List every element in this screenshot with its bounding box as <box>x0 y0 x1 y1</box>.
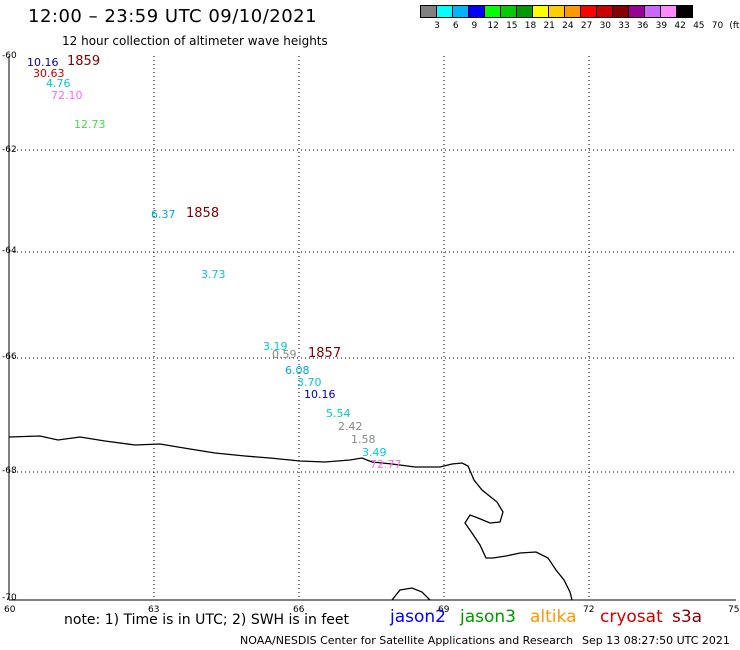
wave-height-label: 3.70 <box>297 376 322 389</box>
lon-label: 75 <box>728 605 740 615</box>
footer-timestamp: Sep 13 08:27:50 UTC 2021 <box>582 634 730 647</box>
colorbar-label: 39 <box>655 21 668 31</box>
lat-label: -64 <box>2 246 17 256</box>
colorbar-swatch <box>676 5 693 18</box>
colorbar-label: 70 <box>711 21 724 31</box>
coastline-inlet <box>391 587 431 601</box>
time-label: 1859 <box>67 54 101 69</box>
lon-label: 72 <box>583 605 595 615</box>
legend-item: cryosat <box>600 607 663 627</box>
map-frame <box>8 56 736 601</box>
colorbar-label: 12 <box>487 21 499 31</box>
wave-height-label: 6.37 <box>151 208 176 221</box>
colorbar-label: 30 <box>599 21 612 31</box>
lat-label: -68 <box>2 466 17 476</box>
wave-height-label: 0.59 <box>272 348 297 361</box>
colorbar-label: 33 <box>618 21 630 31</box>
colorbar-label: 36 <box>636 21 649 31</box>
colorbar-label: 27 <box>580 21 593 31</box>
wave-height-label: 3.19 <box>263 340 288 353</box>
lon-label: 63 <box>148 605 160 615</box>
colorbar-label: 42 <box>674 21 686 31</box>
lon-label: 66 <box>293 605 305 615</box>
colorbar-label: 15 <box>506 21 518 31</box>
colorbar-label: 6 <box>452 21 459 31</box>
graticule <box>9 56 736 600</box>
colorbar-label: 24 <box>562 21 574 31</box>
colorbar-label: 3 <box>434 21 440 31</box>
wave-height-label: 12.73 <box>74 118 106 131</box>
wave-height-label: 30.63 <box>33 67 65 80</box>
wave-height-label: 6.08 <box>285 364 310 377</box>
wave-height-label: 72.10 <box>51 89 83 102</box>
wave-height-label: 72.77 <box>370 458 402 471</box>
legend-item: jason2 <box>390 607 446 627</box>
legend-item: s3a <box>672 607 703 627</box>
colorbar-label: 9 <box>471 21 478 31</box>
wave-height-colorbar <box>420 5 693 18</box>
colorbar-label: 45 <box>693 21 705 31</box>
wave-height-label: 10.16 <box>27 56 59 69</box>
colorbar-label: 18 <box>524 21 537 31</box>
credit-line: NOAA/NESDIS Center for Satellite Applica… <box>240 634 574 647</box>
wave-height-label: 3.49 <box>362 446 387 459</box>
wave-height-label: 5.54 <box>326 407 351 420</box>
lon-label: 69 <box>438 605 450 615</box>
wave-height-label: 4.76 <box>46 77 71 90</box>
legend-item: jason3 <box>460 607 516 627</box>
map-title: 12:00 – 23:59 UTC 09/10/2021 <box>28 6 318 27</box>
lon-label: 60 <box>4 605 16 615</box>
units-note: note: 1) Time is in UTC; 2) SWH is in fe… <box>64 612 350 628</box>
coastline <box>8 435 573 601</box>
lat-label: -70 <box>2 593 17 603</box>
wave-height-label: 2.42 <box>338 420 363 433</box>
wave-height-label: 10.16 <box>304 388 336 401</box>
map-subtitle: 12 hour collection of altimeter wave hei… <box>62 34 328 48</box>
lat-label: -66 <box>2 352 17 362</box>
lat-label: -60 <box>2 51 17 61</box>
time-label: 1857 <box>308 346 342 361</box>
legend-item: altika <box>530 607 577 627</box>
colorbar-label: 21 <box>543 21 555 31</box>
lat-label: -62 <box>2 145 17 155</box>
wave-height-label: 1.58 <box>351 433 376 446</box>
wave-height-label: 3.73 <box>201 268 226 281</box>
colorbar-label: (ft) <box>729 21 740 31</box>
time-label: 1858 <box>186 206 220 221</box>
